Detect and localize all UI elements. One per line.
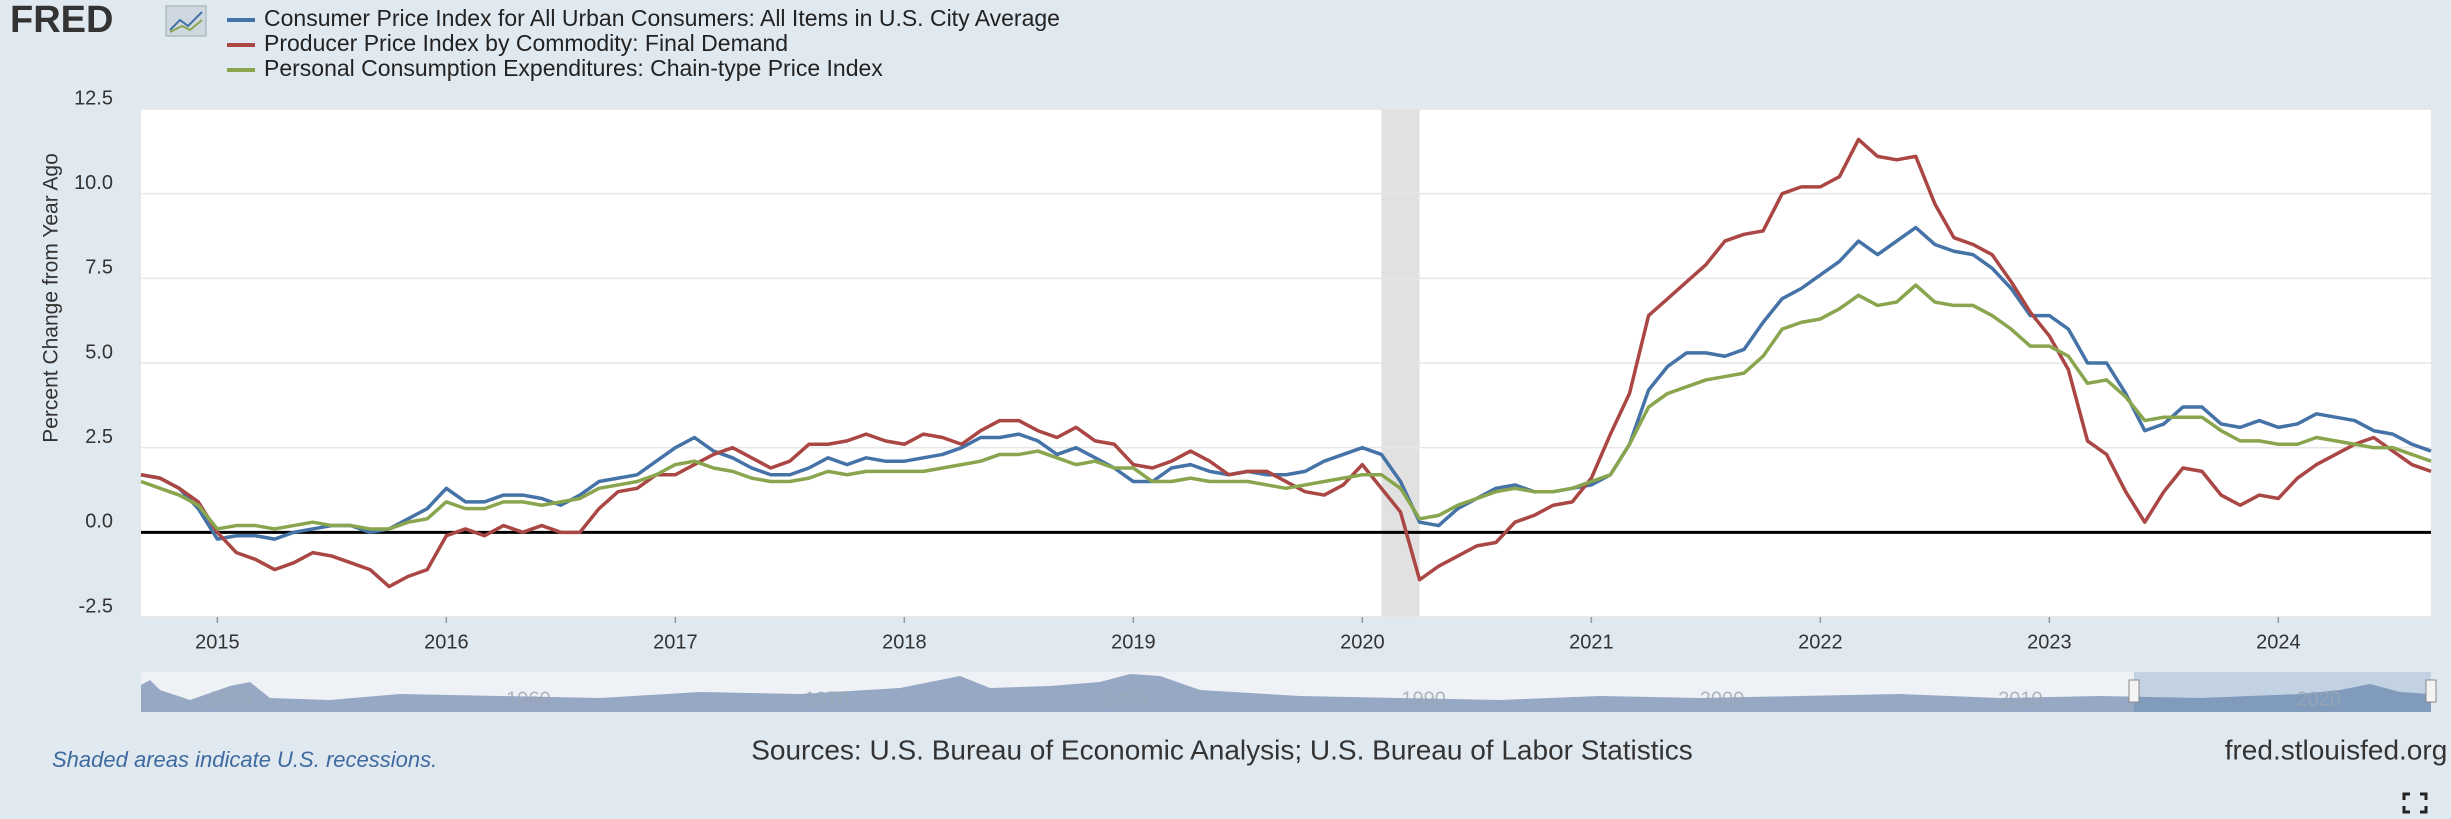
x-tick-label: 2022 bbox=[1798, 631, 1843, 653]
navigator-label: 1980 bbox=[1103, 688, 1148, 710]
x-tick-label: 2021 bbox=[1569, 631, 1614, 653]
x-tick-label: 2015 bbox=[195, 631, 240, 653]
y-tick-label: 2.5 bbox=[85, 426, 113, 448]
navigator-selection[interactable] bbox=[2134, 672, 2431, 712]
navigator-label: 2000 bbox=[1700, 688, 1745, 710]
y-tick-label: -2.5 bbox=[79, 595, 113, 617]
y-tick-label: 5.0 bbox=[85, 341, 113, 363]
x-tick-label: 2019 bbox=[1111, 631, 1156, 653]
fullscreen-icon[interactable] bbox=[2402, 792, 2428, 814]
y-tick-label: 7.5 bbox=[85, 257, 113, 279]
navigator-label: 2020 bbox=[2297, 688, 2342, 710]
y-tick-label: 12.5 bbox=[74, 87, 113, 109]
navigator-label: 1950 bbox=[208, 688, 253, 710]
source: Sources: U.S. Bureau of Economic Analysi… bbox=[751, 734, 1693, 765]
credit: fred.stlouisfed.org bbox=[2225, 734, 2448, 765]
legend-label: Producer Price Index by Commodity: Final… bbox=[264, 30, 788, 56]
y-axis-title: Percent Change from Year Ago bbox=[40, 153, 63, 443]
series-line bbox=[140, 225, 2432, 541]
series-line bbox=[140, 137, 2432, 589]
navigator-handle[interactable] bbox=[2128, 679, 2140, 703]
navigator-label: 2010 bbox=[1998, 688, 2043, 710]
x-tick-label: 2024 bbox=[2256, 631, 2301, 653]
navigator-handle[interactable] bbox=[2425, 679, 2437, 703]
logo-icon bbox=[165, 5, 207, 37]
navigator-label: 1970 bbox=[805, 688, 850, 710]
y-tick-label: 10.0 bbox=[74, 172, 113, 194]
x-tick-label: 2016 bbox=[424, 631, 469, 653]
navigator bbox=[141, 672, 2437, 712]
y-tick-label: 0.0 bbox=[85, 511, 113, 533]
legend-label: Personal Consumption Expenditures: Chain… bbox=[264, 55, 883, 81]
x-tick-label: 2020 bbox=[1340, 631, 1385, 653]
navigator-series bbox=[141, 674, 2431, 712]
navigator-label: 1990 bbox=[1401, 688, 1446, 710]
logo: FRED bbox=[10, 0, 113, 41]
recession-note: Shaded areas indicate U.S. recessions. bbox=[52, 747, 437, 772]
x-tick-label: 2023 bbox=[2027, 631, 2072, 653]
series-line bbox=[140, 283, 2432, 531]
navigator-label: 1960 bbox=[506, 688, 551, 710]
legend-label: Consumer Price Index for All Urban Consu… bbox=[264, 5, 1060, 31]
x-tick-label: 2017 bbox=[653, 631, 698, 653]
x-tick-label: 2018 bbox=[882, 631, 927, 653]
